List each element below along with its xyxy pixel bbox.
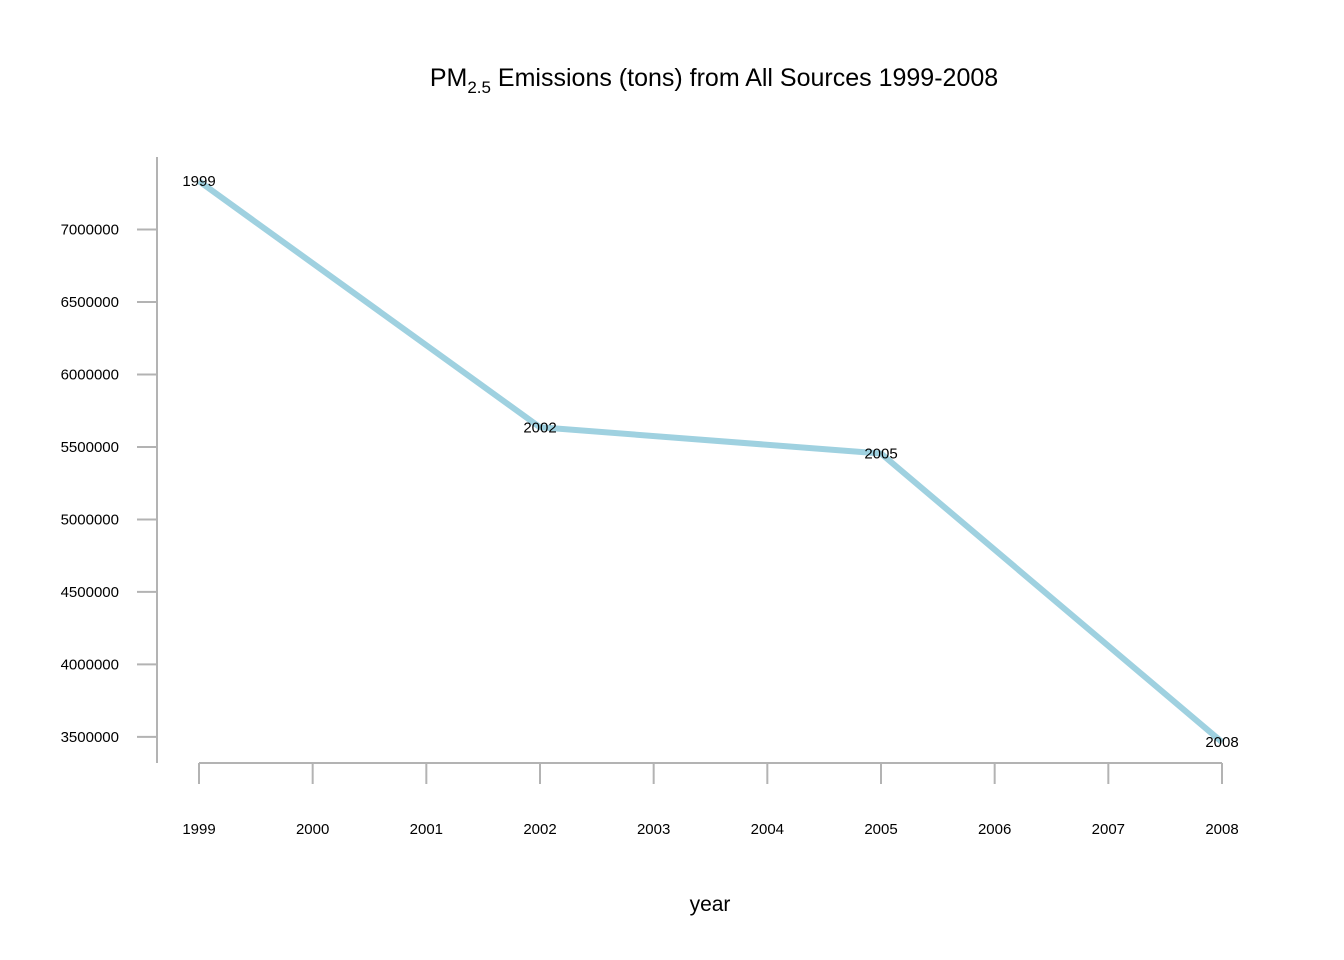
x-axis-title: year	[690, 893, 731, 916]
y-tick-label: 6500000	[61, 294, 119, 311]
x-tick-label: 2005	[864, 821, 897, 838]
x-tick-label: 2003	[637, 821, 670, 838]
series-layer: 1999 2002 2005 2008	[182, 173, 1238, 751]
y-tick-label: 6000000	[61, 366, 119, 383]
y-tick-label: 5500000	[61, 439, 119, 456]
data-point-label: 2005	[864, 446, 897, 463]
x-tick-label: 2002	[523, 821, 556, 838]
y-tick-label: 4500000	[61, 584, 119, 601]
chart-title: PM2.5 Emissions (tons) from All Sources …	[430, 64, 998, 97]
x-axis: 1999 2000 2001 2002 2003 2004 2005 2006 2007 2008	[182, 762, 1239, 838]
data-point-label: 2002	[523, 419, 556, 436]
chart-title-subscript: 2.5	[467, 78, 491, 97]
chart-title-prefix: PM	[430, 64, 468, 92]
x-tick-label: 2000	[296, 821, 329, 838]
data-point-label: 1999	[182, 173, 215, 190]
x-tick-label: 1999	[182, 821, 215, 838]
y-tick-label: 3500000	[61, 729, 119, 746]
x-tick-label: 2007	[1092, 821, 1125, 838]
x-tick-label: 2006	[978, 821, 1011, 838]
y-tick-label: 4000000	[61, 656, 119, 673]
chart-title-rest: Emissions (tons) from All Sources 1999-2…	[491, 64, 998, 92]
y-axis: 3500000 4000000 4500000 5000000 5500000 60000…	[61, 157, 158, 763]
y-tick-label: 7000000	[61, 221, 119, 238]
series-line	[197, 178, 1224, 745]
x-tick-label: 2001	[410, 821, 443, 838]
y-tick-label: 5000000	[61, 511, 119, 528]
x-tick-label: 2008	[1205, 821, 1238, 838]
data-point-label: 2008	[1205, 734, 1238, 751]
x-tick-label: 2004	[751, 821, 784, 838]
